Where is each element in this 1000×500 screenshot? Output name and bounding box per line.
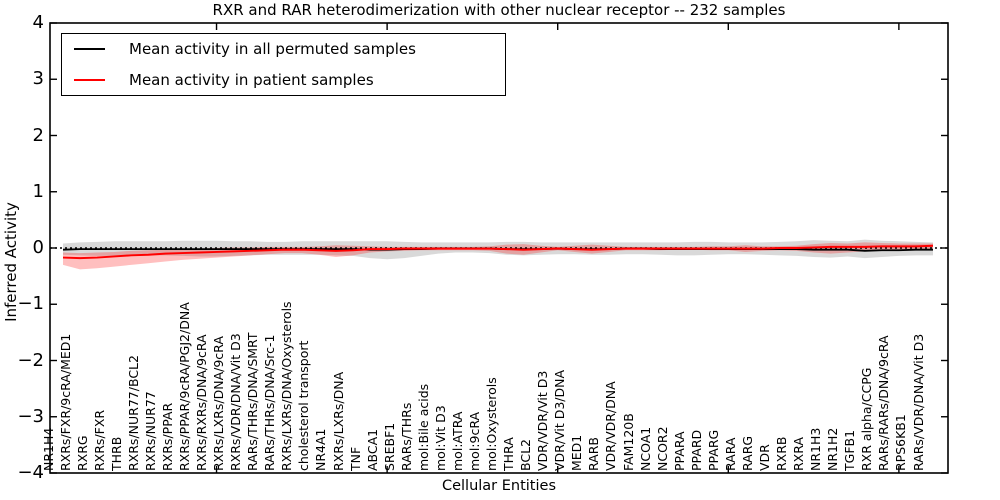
x-tick-label: FAM120B — [620, 413, 636, 471]
x-tick-label: RARs/THRs — [398, 402, 414, 471]
x-tick-label: VDR — [756, 444, 772, 471]
y-tick-label: 0 — [32, 237, 44, 258]
x-tick-label: TGFB1 — [842, 429, 858, 471]
x-tick-label: TNF — [347, 446, 363, 471]
x-tick-label: mol:ATRA — [449, 411, 465, 471]
x-tick-label: RXRs/LXRs/DNA/Oxysterols — [279, 301, 295, 471]
x-tick-label: VDR/Vit D3/DNA — [552, 369, 568, 471]
x-tick-label: RARs/THRs/DNA/Src-1 — [262, 334, 278, 471]
legend-label-permuted: Mean activity in all permuted samples — [129, 40, 416, 59]
y-tick-label: 1 — [32, 180, 44, 202]
legend-entry-patient: Mean activity in patient samples — [62, 65, 505, 96]
x-tick-label: PPARG — [705, 429, 721, 471]
x-tick-label: RXRB — [774, 436, 790, 471]
x-tick-label: cholesterol transport — [296, 340, 312, 471]
x-tick-label: RARB — [586, 437, 602, 471]
x-tick-label: NR4A1 — [313, 428, 329, 472]
x-tick-label: mol:Oxysterols — [484, 377, 500, 471]
y-tick-label: 3 — [32, 68, 44, 90]
x-tick-label: RXRs/LXRs/DNA/9cRA — [211, 336, 227, 471]
x-tick-label: mol:Bile acids — [415, 383, 431, 471]
x-tick-label: MED1 — [569, 434, 585, 471]
x-tick-label: NR1H4 — [40, 427, 56, 471]
x-tick-label: RXRs/FXR — [91, 409, 107, 471]
y-tick-label: −4 — [17, 462, 44, 483]
x-tick-label: RPS6KB1 — [893, 414, 909, 471]
x-tick-label: RXRs/PPAR/9cRA/PGJ2/DNA — [176, 302, 192, 471]
x-tick-label: RXR alpha/CCPG — [859, 367, 875, 471]
x-tick-label: THRA — [501, 437, 517, 471]
x-tick-label: SREBF1 — [381, 422, 397, 471]
x-tick-label: PPARA — [671, 431, 687, 471]
x-tick-label: RXRs/FXR/9cRA/MED1 — [57, 333, 73, 471]
x-tick-label: mol:Vit D3 — [432, 405, 448, 471]
legend: Mean activity in all permuted samples Me… — [61, 33, 506, 96]
x-tick-label: NR1H2 — [825, 427, 841, 471]
x-tick-label: RXRs/NUR77/BCL2 — [125, 355, 141, 471]
chart-title: RXR and RAR heterodimerization with othe… — [212, 1, 786, 19]
x-tick-label: NR1H3 — [808, 427, 824, 471]
x-tick-label: RARA — [722, 437, 738, 471]
x-tick-label: RARs/VDR/DNA/Vit D3 — [910, 333, 926, 471]
x-tick-label: RARs/THRs/DNA/SMRT — [245, 332, 261, 471]
y-tick-label: 2 — [32, 124, 44, 146]
x-tick-label: RXRs/VDR/DNA/Vit D3 — [228, 333, 244, 471]
x-tick-label: RXRG — [74, 435, 90, 471]
legend-label-patient: Mean activity in patient samples — [129, 70, 374, 89]
x-tick-label: ABCA1 — [364, 428, 380, 471]
x-tick-label: PPARD — [688, 429, 704, 471]
legend-entry-permuted: Mean activity in all permuted samples — [62, 34, 505, 65]
x-tick-label: VDR/VDR/Vit D3 — [535, 370, 551, 471]
x-tick-label: RARG — [739, 435, 755, 471]
patient-mean-line — [62, 244, 934, 260]
x-tick-label: RXRA — [791, 437, 807, 471]
x-tick-label: RXRs/NUR77 — [142, 391, 158, 471]
x-tick-label: VDR/VDR/DNA — [603, 381, 619, 471]
y-axis-label: Inferred Activity — [2, 202, 20, 322]
x-tick-label: BCL2 — [518, 438, 534, 471]
patient-line-swatch — [74, 78, 105, 81]
permuted-line-swatch — [74, 48, 105, 51]
x-tick-label: RXRs/RXRs/DNA/9cRA — [194, 334, 210, 471]
x-tick-label: RXRs/PPAR — [159, 402, 175, 471]
y-tick-label: 4 — [32, 12, 44, 33]
y-tick-label: −3 — [17, 405, 44, 427]
x-tick-label: NCOR2 — [654, 426, 670, 471]
x-tick-label: THRB — [108, 436, 124, 471]
x-axis-label: Cellular Entities — [441, 478, 557, 494]
x-tick-label: RXRs/LXRs/DNA — [330, 371, 346, 471]
y-tick-label: −2 — [17, 349, 44, 371]
x-tick-label: NCOA1 — [637, 426, 653, 471]
x-tick-label: RARs/RARs/DNA/9cRA — [876, 335, 892, 471]
y-tick-label: −1 — [17, 293, 44, 315]
x-tick-label: mol:9cRA — [466, 411, 482, 471]
